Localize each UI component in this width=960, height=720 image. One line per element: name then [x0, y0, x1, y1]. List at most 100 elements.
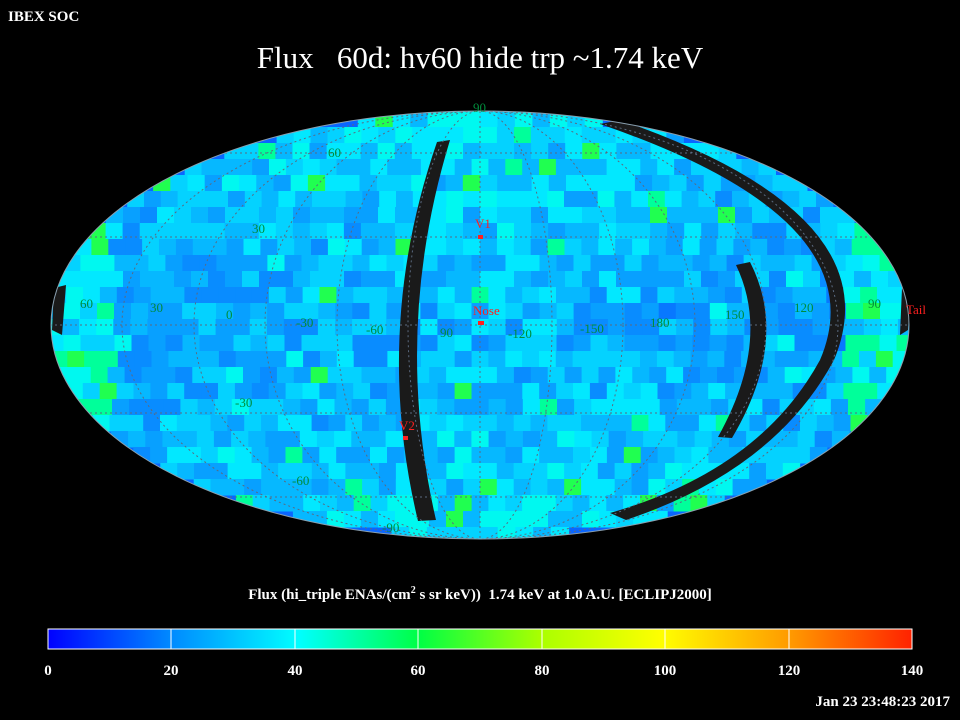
flux-pixel: [290, 175, 309, 192]
flux-pixel: [444, 527, 463, 539]
flux-pixel: [522, 351, 540, 368]
flux-pixel: [463, 479, 481, 496]
flux-pixel: [556, 255, 575, 272]
flux-pixel: [658, 255, 677, 272]
flux-pixel: [835, 367, 853, 384]
flux-pixel: [531, 207, 549, 224]
flux-pixel: [334, 399, 353, 416]
flux-pixel: [513, 367, 532, 384]
flux-pixel: [328, 479, 346, 496]
flux-pixel: [555, 495, 574, 512]
flux-pixel: [446, 367, 464, 384]
flux-pixel: [312, 191, 330, 208]
colorbar-caption-prefix: Flux (hi_triple ENAs/(cm: [248, 587, 411, 603]
flux-pixel: [265, 431, 284, 448]
flux-pixel: [539, 399, 558, 416]
flux-pixel: [850, 415, 868, 432]
flux-pixel: [202, 351, 220, 368]
flux-pixel: [217, 447, 236, 464]
flux-pixel: [652, 175, 670, 192]
flux-pixel: [386, 255, 405, 272]
flux-pixel: [659, 399, 678, 416]
flux-pixel: [378, 367, 396, 384]
latitude-label-60: 60: [328, 145, 341, 160]
flux-pixel: [633, 271, 651, 288]
flux-pixel: [454, 447, 473, 464]
flux-pixel: [128, 431, 146, 448]
flux-pixel: [387, 287, 405, 304]
flux-pixel: [513, 463, 531, 480]
flux-pixel: [165, 255, 183, 272]
flux-pixel: [606, 159, 625, 176]
flux-pixel: [843, 287, 861, 304]
flux-pixel: [437, 319, 456, 336]
flux-pixel: [411, 143, 430, 160]
flux-pixel: [480, 271, 498, 288]
longitude-label: 0: [226, 307, 233, 322]
flux-pixel: [463, 271, 481, 288]
data-gap-band: [718, 262, 767, 438]
flux-pixel: [326, 223, 345, 240]
flux-pixel: [656, 351, 675, 368]
flux-pixel: [62, 303, 81, 320]
flux-pixel: [139, 223, 158, 240]
flux-pixel: [539, 287, 557, 304]
flux-pixel: [226, 239, 245, 256]
flux-pixel: [392, 111, 411, 128]
flux-pixel: [803, 207, 821, 224]
flux-pixel: [573, 335, 592, 352]
flux-pixel: [623, 351, 641, 368]
flux-pixel: [235, 351, 254, 368]
flux-pixel: [830, 399, 849, 416]
flux-pixel: [614, 463, 632, 480]
flux-pixel: [429, 463, 447, 480]
meridian-pair: [264, 111, 696, 539]
latitude-label-top: 90: [473, 100, 486, 115]
flux-pixel: [241, 143, 259, 160]
flux-pixel: [310, 271, 328, 288]
flux-pixel: [539, 255, 558, 272]
flux-pixel: [294, 415, 313, 432]
flux-pixel: [344, 367, 363, 384]
flux-pixel: [522, 383, 540, 400]
flux-pixel: [556, 319, 575, 336]
flux-pixel: [548, 271, 566, 288]
flux-pixel: [701, 223, 719, 240]
flux-pixel: [599, 511, 617, 528]
flux-pixel: [387, 495, 405, 512]
flux-pixel: [581, 239, 599, 256]
colorbar-tick-label: 40: [288, 663, 303, 679]
flux-pixel: [344, 271, 362, 288]
flux-pixel: [268, 383, 287, 400]
flux-pixel: [327, 239, 346, 256]
flux-pixel: [749, 415, 767, 432]
colorbar-tick-label: 80: [535, 663, 550, 679]
flux-pixel: [708, 287, 726, 304]
flux-pixel: [168, 351, 186, 368]
flux-pixel: [703, 175, 722, 192]
flux-pixel: [250, 255, 268, 272]
flux-pixel: [353, 159, 371, 176]
flux-pixel: [336, 447, 354, 464]
flux-pixel: [752, 223, 770, 240]
flux-pixel: [309, 143, 328, 160]
flux-pixel: [129, 399, 147, 416]
flux-pixel: [623, 383, 642, 400]
flux-pixel: [256, 175, 275, 192]
flux-pixel: [182, 335, 201, 352]
flux-pixel: [665, 463, 683, 480]
flux-pixel: [673, 351, 692, 368]
flux-pixel: [318, 303, 336, 320]
flux-pixel: [657, 287, 675, 304]
flux-pixel: [522, 399, 541, 416]
flux-pixel: [359, 175, 378, 192]
flux-pixel: [429, 207, 447, 224]
flux-pixel: [471, 287, 490, 304]
flux-pixel: [437, 335, 456, 352]
flux-pixel: [225, 271, 243, 288]
flux-pixel: [320, 351, 338, 368]
flux-pixel: [420, 319, 438, 336]
flux-pixel: [295, 191, 313, 208]
flux-pixel: [301, 335, 320, 352]
flux-pixel: [809, 447, 828, 464]
